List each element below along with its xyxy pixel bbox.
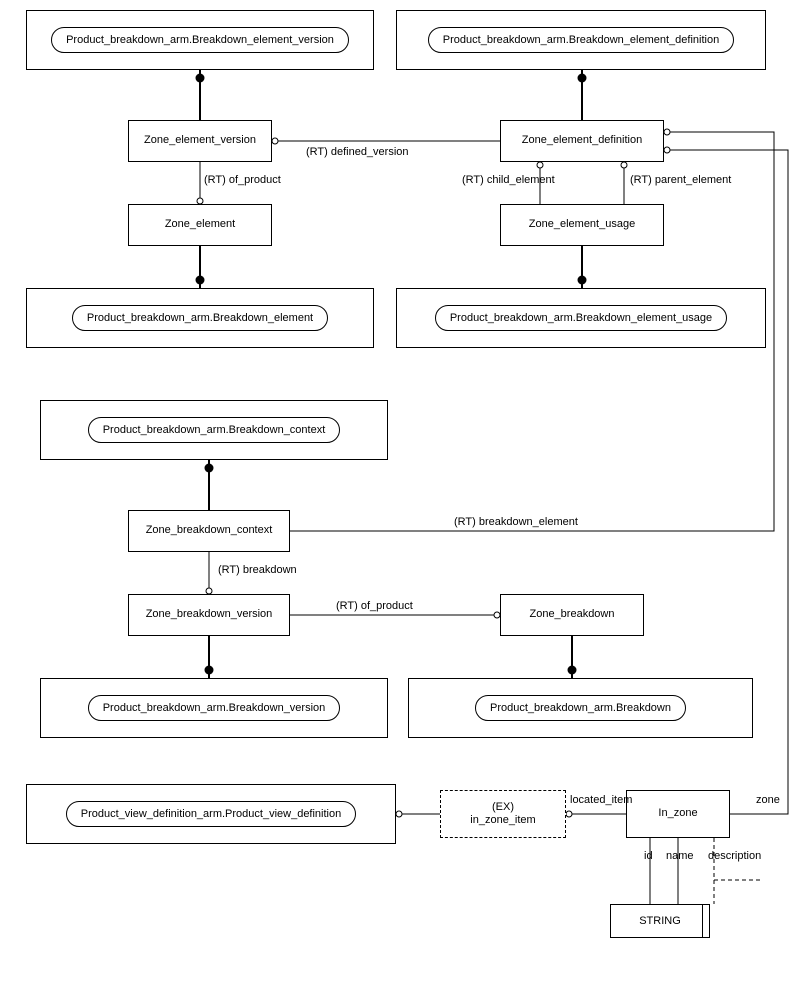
- edge-label: (RT) breakdown: [218, 564, 297, 576]
- diagram-canvas: Product_breakdown_arm.Breakdown_element_…: [0, 0, 796, 994]
- supertype-label: Product_breakdown_arm.Breakdown_element_…: [428, 27, 734, 53]
- supertype-ref: Product_breakdown_arm.Breakdown_element_…: [26, 10, 374, 70]
- supertype-ref: Product_breakdown_arm.Breakdown_context: [40, 400, 388, 460]
- entity-box: Zone_element_definition: [500, 120, 664, 162]
- edge-label: id: [644, 850, 653, 862]
- edge-label: (RT) of_product: [204, 174, 281, 186]
- supertype-ref: Product_breakdown_arm.Breakdown_element_…: [396, 288, 766, 348]
- edge-label: (RT) parent_element: [630, 174, 731, 186]
- edge-label: description: [708, 850, 761, 862]
- supertype-ref: Product_view_definition_arm.Product_view…: [26, 784, 396, 844]
- supertype-label: Product_breakdown_arm.Breakdown: [475, 695, 686, 721]
- supertype-ref: Product_breakdown_arm.Breakdown_version: [40, 678, 388, 738]
- supertype-ref: Product_breakdown_arm.Breakdown: [408, 678, 753, 738]
- entity-box: Zone_element_version: [128, 120, 272, 162]
- edge-label: name: [666, 850, 694, 862]
- edge-label: zone: [756, 794, 780, 806]
- edge-label: (RT) of_product: [336, 600, 413, 612]
- supertype-label: Product_breakdown_arm.Breakdown_context: [88, 417, 341, 443]
- supertype-label: Product_breakdown_arm.Breakdown_element_…: [51, 27, 349, 53]
- supertype-ref: Product_breakdown_arm.Breakdown_element: [26, 288, 374, 348]
- defined-type-box: STRING: [610, 904, 710, 938]
- supertype-label: Product_view_definition_arm.Product_view…: [66, 801, 356, 827]
- entity-box: In_zone: [626, 790, 730, 838]
- supertype-label: Product_breakdown_arm.Breakdown_element_…: [435, 305, 727, 331]
- supertype-label: Product_breakdown_arm.Breakdown_element: [72, 305, 328, 331]
- edge-label: located_item: [570, 794, 632, 806]
- edge-label: (RT) breakdown_element: [454, 516, 578, 528]
- entity-box: Zone_element: [128, 204, 272, 246]
- entity-box: Zone_element_usage: [500, 204, 664, 246]
- edge-label: (RT) child_element: [462, 174, 555, 186]
- entity-box: Zone_breakdown_version: [128, 594, 290, 636]
- supertype-label: Product_breakdown_arm.Breakdown_version: [88, 695, 341, 721]
- supertype-ref: Product_breakdown_arm.Breakdown_element_…: [396, 10, 766, 70]
- entity-box: Zone_breakdown_context: [128, 510, 290, 552]
- edge-label: (RT) defined_version: [306, 146, 409, 158]
- select-type-box: (EX) in_zone_item: [440, 790, 566, 838]
- entity-box: Zone_breakdown: [500, 594, 644, 636]
